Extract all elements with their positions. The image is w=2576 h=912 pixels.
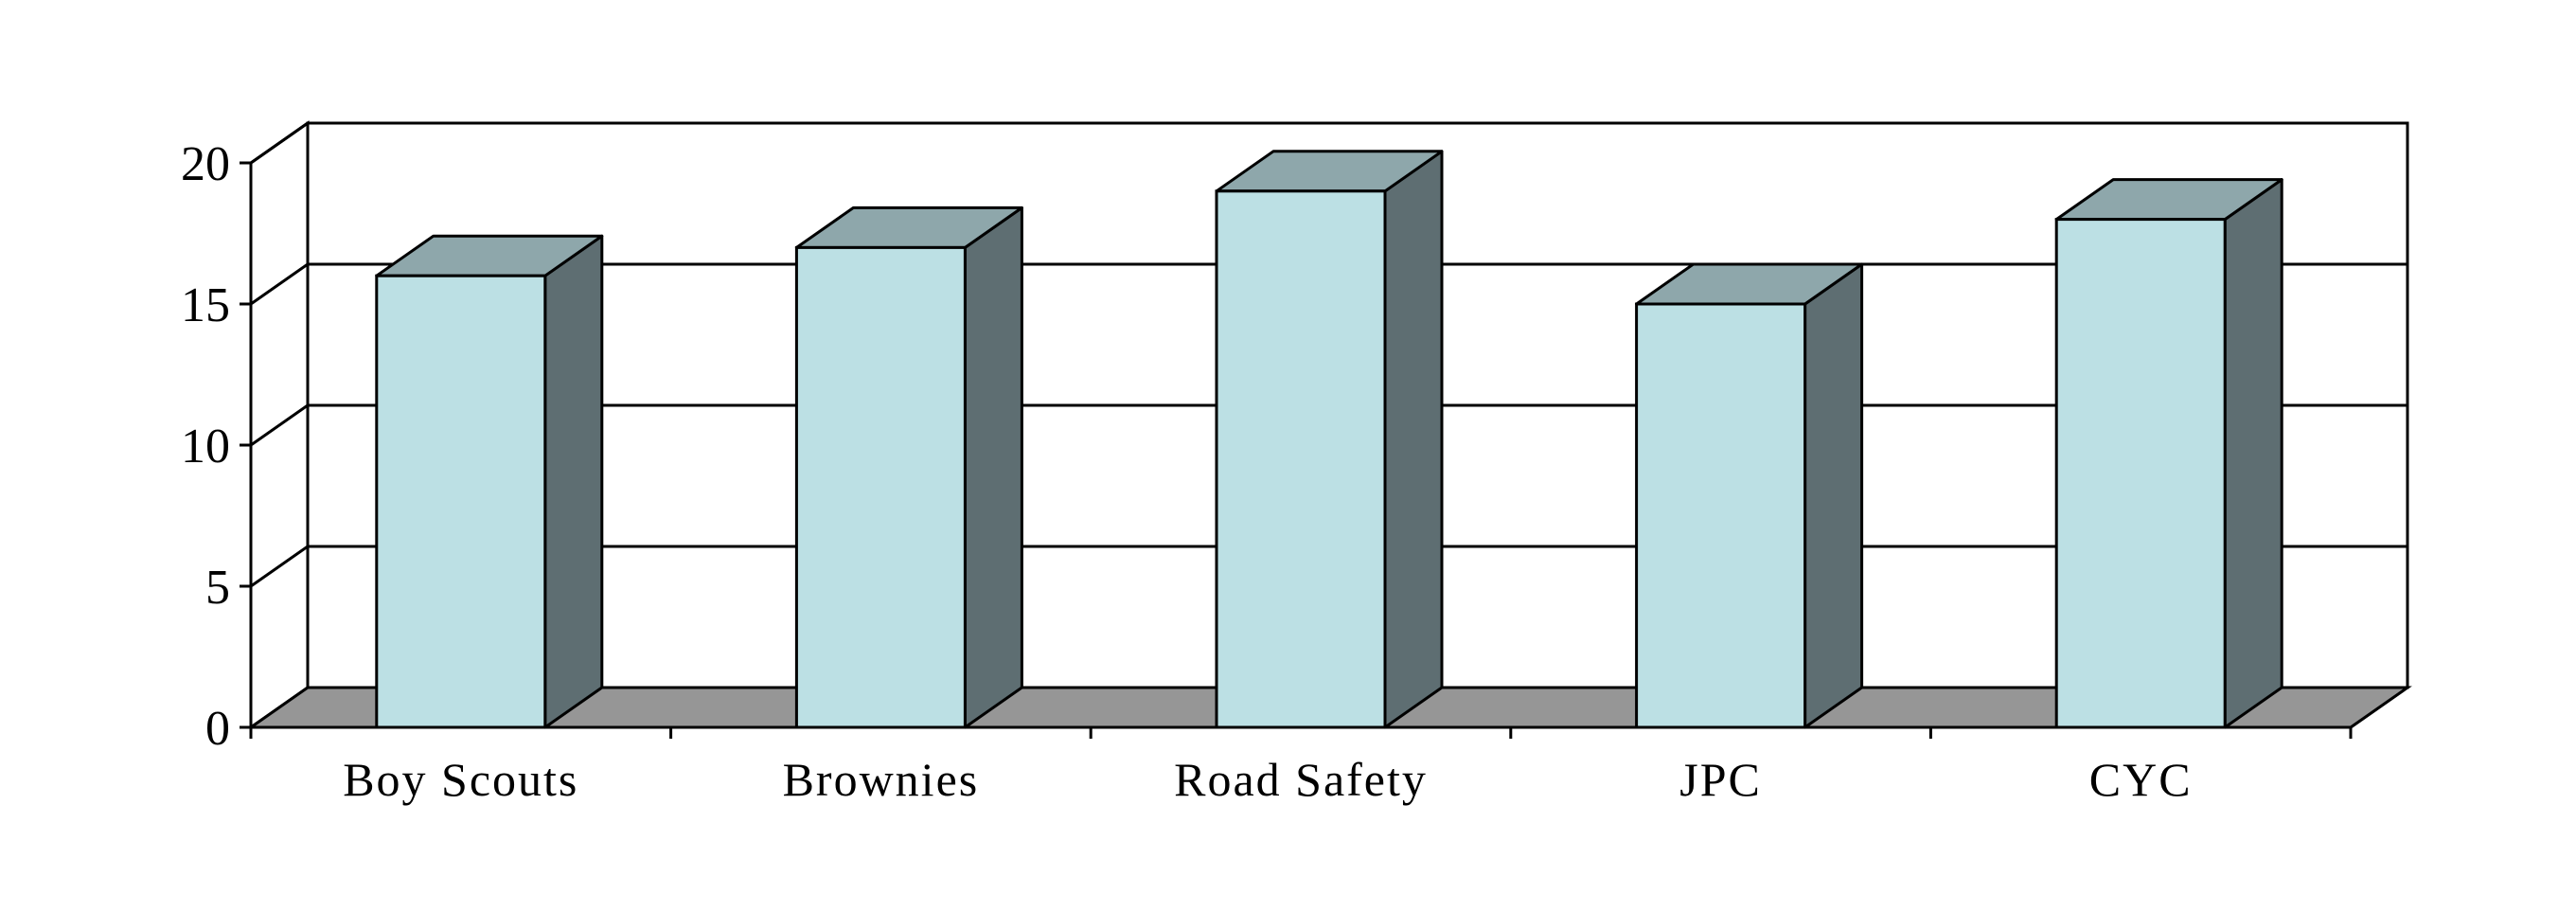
bar bbox=[375, 274, 547, 729]
bar bbox=[1635, 302, 1807, 729]
y-tick-label: 20 bbox=[181, 137, 230, 191]
bar-side bbox=[1383, 150, 1444, 729]
bar-side bbox=[1803, 262, 1864, 729]
bar bbox=[2054, 218, 2227, 729]
x-tick-label: Road Safety bbox=[1174, 753, 1428, 806]
bars bbox=[375, 150, 2283, 729]
gridline-side bbox=[250, 403, 309, 447]
gridline-side bbox=[250, 545, 309, 588]
gridline-side bbox=[250, 262, 309, 306]
y-tick-label: 15 bbox=[181, 278, 230, 332]
gridline-side bbox=[250, 121, 309, 165]
bar bbox=[794, 245, 967, 729]
x-tick-label: Brownies bbox=[783, 753, 980, 806]
x-tick-label: CYC bbox=[2089, 753, 2193, 806]
y-tick-label: 0 bbox=[205, 702, 230, 756]
x-tick-labels: Boy Scouts Brownies Road Safety JPC CYC bbox=[343, 753, 2193, 806]
bar-side bbox=[543, 234, 604, 729]
x-tick-label: JPC bbox=[1679, 753, 1762, 806]
bar-side bbox=[963, 206, 1023, 729]
x-tick-label: Boy Scouts bbox=[343, 753, 578, 806]
y-tick-labels: 0 5 10 15 20 bbox=[181, 137, 230, 756]
y-tick-label: 10 bbox=[181, 420, 230, 474]
bar-side bbox=[2223, 178, 2283, 729]
bar bbox=[1215, 189, 1387, 729]
y-tick-label: 5 bbox=[205, 561, 230, 615]
